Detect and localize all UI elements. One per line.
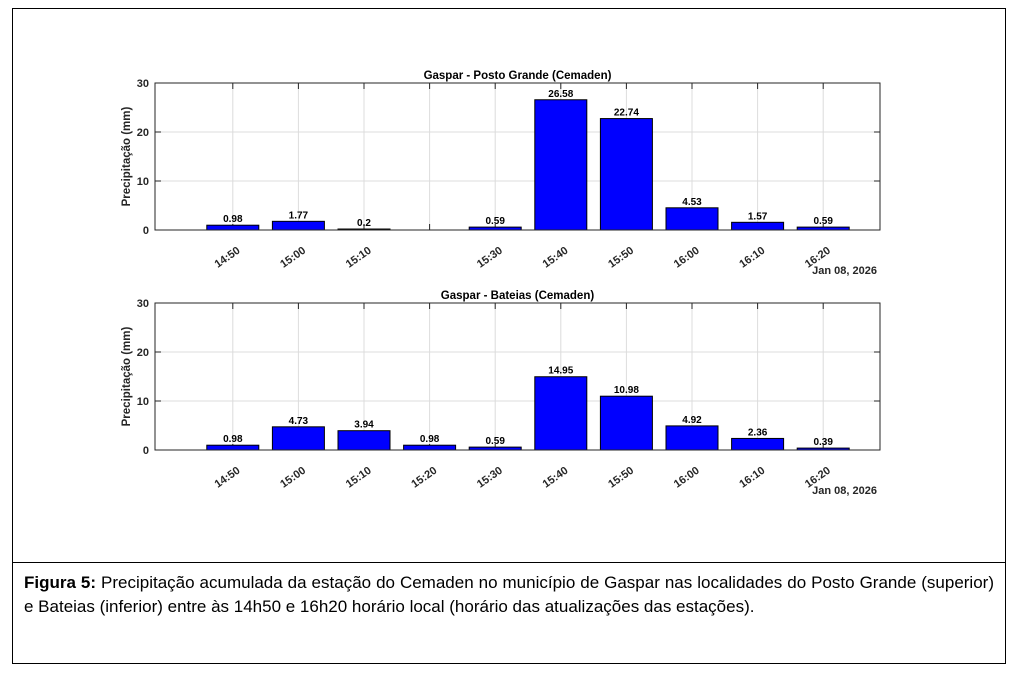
chart-2-ytick-label: 0 (143, 445, 149, 457)
chart-1-bar (731, 221, 785, 231)
chart-1-data-label: 1.77 (289, 210, 309, 221)
chart-2-ytick-label: 30 (137, 298, 149, 310)
chart-2-xtick-label: 15:30 (475, 465, 505, 491)
chart-2-bar (599, 395, 653, 451)
chart-2-ylabel: Precipitação (mm) (121, 326, 133, 426)
chart-2-data-label: 3.94 (354, 420, 374, 431)
chart-1-bar (599, 118, 653, 231)
chart-2-plot-area (155, 303, 880, 450)
figure-frame (12, 8, 1006, 664)
chart-1-xtick-label: 15:10 (344, 245, 374, 271)
chart-2-bar (534, 376, 588, 451)
caption-text: Precipitação acumulada da estação do Cem… (24, 573, 994, 616)
chart-2-axes-box (154, 302, 881, 451)
figure-charts: 0 10 20 30 0.98 1.77 0.2 0.59 26.58 22.74 4.53 1.57… (121, 70, 881, 497)
chart-1-data-label: 4.53 (682, 197, 702, 208)
chart-1-axes-box (154, 82, 881, 231)
chart-2-title: Gaspar - Bateias (Cemaden) (441, 290, 595, 302)
chart-2-bar (665, 425, 719, 451)
chart-2-ytick-label: 20 (137, 347, 149, 359)
chart-1-xtick-label: 15:00 (278, 245, 308, 271)
chart-2-data-label: 4.73 (289, 416, 309, 427)
chart-2-bar (403, 444, 457, 451)
chart-1-xtick-label: 15:30 (475, 245, 505, 271)
chart-1-data-label: 22.74 (614, 108, 639, 119)
chart-1-data-label: 0.2 (357, 218, 371, 229)
chart-2-bar (271, 426, 325, 451)
chart-2-data-label: 10.98 (614, 385, 639, 396)
chart-2-data-label: 2.36 (748, 427, 768, 438)
chart-1-data-label: 0.59 (813, 216, 833, 227)
chart-1-data-label: 0.98 (223, 214, 243, 225)
figure-caption: Figura 5: Precipitação acumulada da esta… (24, 571, 994, 619)
chart-1-title: Gaspar - Posto Grande (Cemaden) (424, 70, 612, 82)
chart-2-data-label: 4.92 (682, 415, 702, 426)
chart-1-ytick-label: 20 (137, 127, 149, 139)
chart-2-bar (337, 430, 391, 451)
chart-2-bar (731, 437, 785, 451)
caption-divider (12, 562, 1006, 563)
chart-2-xtick-label: 15:40 (541, 465, 571, 491)
chart-1-ytick-label: 30 (137, 78, 149, 90)
chart-2-xtick-label: 15:10 (344, 465, 374, 491)
chart-2-bar (206, 444, 260, 451)
chart-2-xtick-label: 15:50 (606, 465, 636, 491)
caption-label: Figura 5: (24, 573, 97, 592)
chart-2-xtick-label: 16:10 (737, 465, 767, 491)
chart-1-ytick-label: 0 (143, 225, 149, 237)
chart-1-ylabel: Precipitação (mm) (121, 106, 133, 206)
chart-2-data-label: 0.39 (813, 437, 833, 448)
chart-1-data-label: 1.57 (748, 211, 768, 222)
chart-2-date-label: Jan 08, 2026 (812, 485, 877, 497)
chart-2-xtick-label: 14:50 (213, 465, 243, 491)
chart-1-ytick-label: 10 (137, 176, 149, 188)
chart-1-xtick-label: 14:50 (213, 245, 243, 271)
chart-1-bar (206, 224, 260, 231)
chart-2-xtick-label: 15:20 (409, 465, 439, 491)
chart-2-data-label: 0.98 (420, 434, 440, 445)
chart-1-plot-area (155, 83, 880, 230)
chart-1-xtick-label: 15:50 (606, 245, 636, 271)
chart-1-date-label: Jan 08, 2026 (812, 265, 877, 277)
chart-2-xtick-label: 16:00 (672, 465, 702, 491)
chart-1-xtick-label: 16:10 (737, 245, 767, 271)
chart-1-data-label: 26.58 (548, 89, 573, 100)
chart-1-xtick-label: 15:40 (541, 245, 571, 271)
chart-2-xtick-label: 15:00 (278, 465, 308, 491)
chart-1-data-label: 0.59 (485, 216, 505, 227)
chart-2-data-label: 0.59 (485, 436, 505, 447)
chart-1-xtick-label: 16:00 (672, 245, 702, 271)
chart-2-data-label: 14.95 (548, 366, 573, 377)
chart-1-bar (665, 207, 719, 231)
chart-2-ytick-label: 10 (137, 396, 149, 408)
chart-2-data-label: 0.98 (223, 434, 243, 445)
chart-1-bar (534, 99, 588, 231)
chart-1-bar (271, 220, 325, 231)
